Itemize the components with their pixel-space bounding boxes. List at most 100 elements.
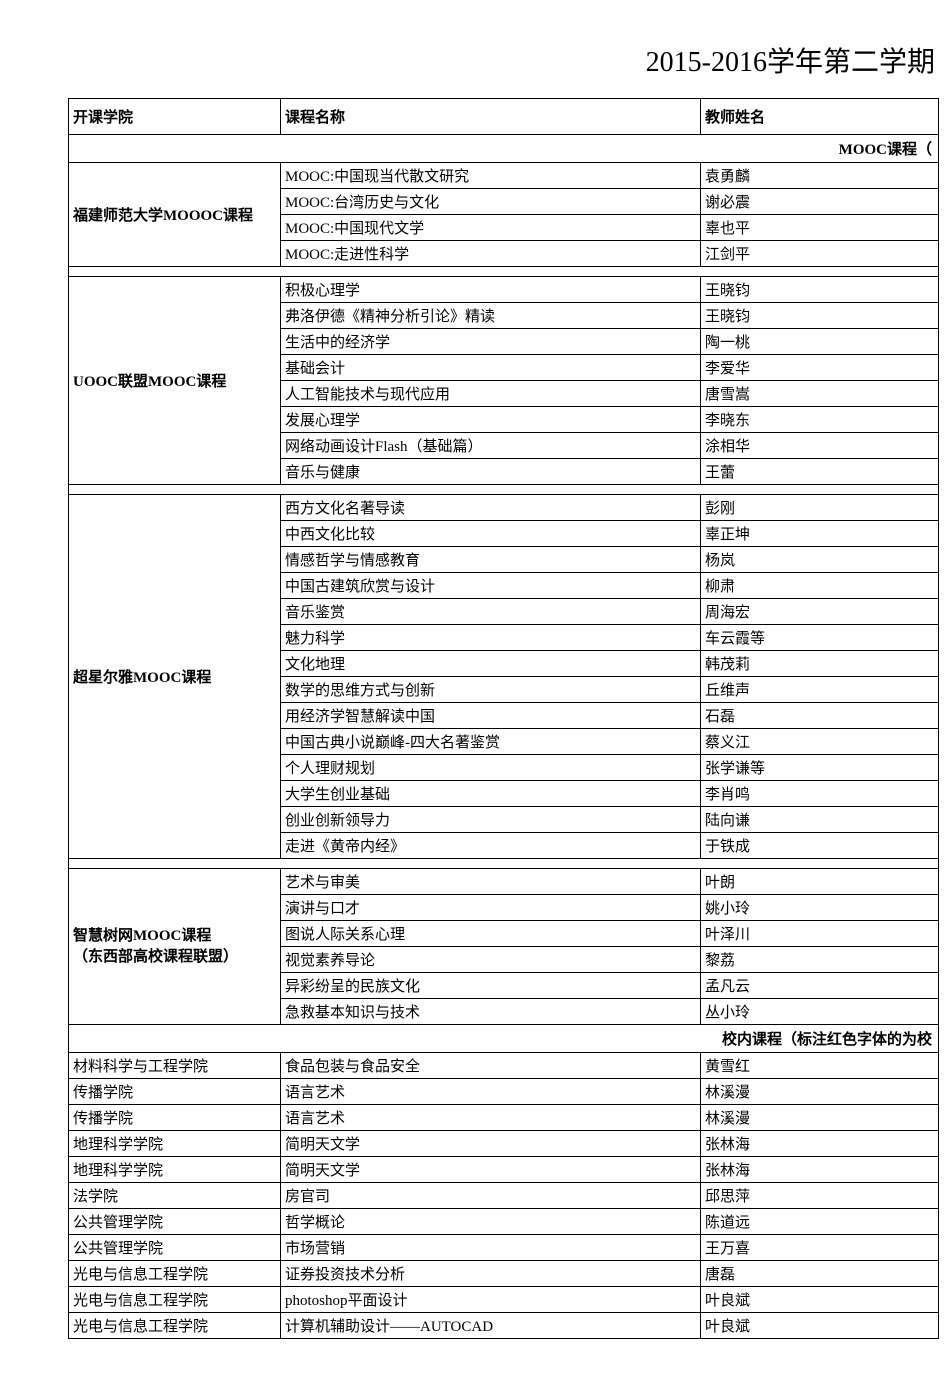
teacher-cell: 杨岚 xyxy=(701,547,939,573)
college-cell: 传播学院 xyxy=(69,1079,281,1105)
table-row: 材料科学与工程学院食品包装与食品安全黄雪红 xyxy=(69,1053,939,1079)
teacher-cell: 王晓钧 xyxy=(701,277,939,303)
teacher-cell: 黎荔 xyxy=(701,947,939,973)
teacher-cell: 叶良斌 xyxy=(701,1313,939,1339)
teacher-cell: 涂相华 xyxy=(701,433,939,459)
teacher-cell: 李爱华 xyxy=(701,355,939,381)
teacher-cell: 叶良斌 xyxy=(701,1287,939,1313)
header-teacher: 教师姓名 xyxy=(701,99,939,135)
teacher-cell: 王晓钧 xyxy=(701,303,939,329)
course-cell: 积极心理学 xyxy=(281,277,701,303)
table-row: 地理科学学院简明天文学张林海 xyxy=(69,1157,939,1183)
teacher-cell: 谢必震 xyxy=(701,189,939,215)
teacher-cell: 韩茂莉 xyxy=(701,651,939,677)
teacher-cell: 石磊 xyxy=(701,703,939,729)
course-cell: 食品包装与食品安全 xyxy=(281,1053,701,1079)
course-cell: 市场营销 xyxy=(281,1235,701,1261)
teacher-cell: 唐雪嵩 xyxy=(701,381,939,407)
teacher-cell: 林溪漫 xyxy=(701,1079,939,1105)
course-cell: 哲学概论 xyxy=(281,1209,701,1235)
teacher-cell: 李晓东 xyxy=(701,407,939,433)
course-cell: 房官司 xyxy=(281,1183,701,1209)
teacher-cell: 孟凡云 xyxy=(701,973,939,999)
teacher-cell: 叶朗 xyxy=(701,869,939,895)
table-row: 公共管理学院哲学概论陈道远 xyxy=(69,1209,939,1235)
college-cell: 光电与信息工程学院 xyxy=(69,1313,281,1339)
spacer-row xyxy=(69,267,939,277)
teacher-cell: 柳肃 xyxy=(701,573,939,599)
teacher-cell: 于铁成 xyxy=(701,833,939,859)
section-mooc-label: MOOC课程（ xyxy=(69,135,939,163)
course-cell: 创业创新领导力 xyxy=(281,807,701,833)
course-cell: 用经济学智慧解读中国 xyxy=(281,703,701,729)
course-cell: 个人理财规划 xyxy=(281,755,701,781)
course-cell: 图说人际关系心理 xyxy=(281,921,701,947)
college-cell: 公共管理学院 xyxy=(69,1209,281,1235)
college-cell: 传播学院 xyxy=(69,1105,281,1131)
teacher-cell: 陆向谦 xyxy=(701,807,939,833)
teacher-cell: 李肖鸣 xyxy=(701,781,939,807)
header-row: 开课学院 课程名称 教师姓名 xyxy=(69,99,939,135)
course-cell: 网络动画设计Flash（基础篇） xyxy=(281,433,701,459)
course-cell: 生活中的经济学 xyxy=(281,329,701,355)
table-row: UOOC联盟MOOC课程 积极心理学 王晓钧 xyxy=(69,277,939,303)
teacher-cell: 辜也平 xyxy=(701,215,939,241)
course-cell: 语言艺术 xyxy=(281,1079,701,1105)
course-cell: 中国古典小说巅峰-四大名著鉴赏 xyxy=(281,729,701,755)
course-cell: 演讲与口才 xyxy=(281,895,701,921)
teacher-cell: 邱思萍 xyxy=(701,1183,939,1209)
course-cell: 简明天文学 xyxy=(281,1131,701,1157)
group-label: 智慧树网MOOC课程（东西部高校课程联盟） xyxy=(69,869,281,1025)
table-row: 超星尔雅MOOC课程 西方文化名著导读 彭刚 xyxy=(69,495,939,521)
course-cell: 视觉素养导论 xyxy=(281,947,701,973)
college-cell: 法学院 xyxy=(69,1183,281,1209)
teacher-cell: 王万喜 xyxy=(701,1235,939,1261)
course-cell: 人工智能技术与现代应用 xyxy=(281,381,701,407)
course-cell: 发展心理学 xyxy=(281,407,701,433)
group-label: UOOC联盟MOOC课程 xyxy=(69,277,281,485)
spacer-row xyxy=(69,485,939,495)
teacher-cell: 辜正坤 xyxy=(701,521,939,547)
course-cell: photoshop平面设计 xyxy=(281,1287,701,1313)
table-row: 公共管理学院市场营销王万喜 xyxy=(69,1235,939,1261)
course-cell: MOOC:走进性科学 xyxy=(281,241,701,267)
section-campus-label: 校内课程（标注红色字体的为校 xyxy=(69,1025,939,1053)
table-row: 智慧树网MOOC课程（东西部高校课程联盟） 艺术与审美 叶朗 xyxy=(69,869,939,895)
table-row: 福建师范大学MOOOC课程 MOOC:中国现当代散文研究 袁勇麟 xyxy=(69,163,939,189)
teacher-cell: 车云霞等 xyxy=(701,625,939,651)
course-cell: 基础会计 xyxy=(281,355,701,381)
table-row: 法学院房官司邱思萍 xyxy=(69,1183,939,1209)
teacher-cell: 王蕾 xyxy=(701,459,939,485)
course-cell: 情感哲学与情感教育 xyxy=(281,547,701,573)
course-table: 开课学院 课程名称 教师姓名 MOOC课程（ 福建师范大学MOOOC课程 MOO… xyxy=(68,98,939,1339)
course-cell: 大学生创业基础 xyxy=(281,781,701,807)
table-row: 光电与信息工程学院证券投资技术分析唐磊 xyxy=(69,1261,939,1287)
course-cell: 走进《黄帝内经》 xyxy=(281,833,701,859)
college-cell: 公共管理学院 xyxy=(69,1235,281,1261)
teacher-cell: 陈道远 xyxy=(701,1209,939,1235)
course-cell: 数学的思维方式与创新 xyxy=(281,677,701,703)
teacher-cell: 张林海 xyxy=(701,1157,939,1183)
course-cell: 中国古建筑欣赏与设计 xyxy=(281,573,701,599)
teacher-cell: 蔡义江 xyxy=(701,729,939,755)
college-cell: 光电与信息工程学院 xyxy=(69,1287,281,1313)
teacher-cell: 叶泽川 xyxy=(701,921,939,947)
teacher-cell: 袁勇麟 xyxy=(701,163,939,189)
course-cell: MOOC:中国现代文学 xyxy=(281,215,701,241)
table-row: 传播学院语言艺术林溪漫 xyxy=(69,1105,939,1131)
teacher-cell: 陶一桃 xyxy=(701,329,939,355)
college-cell: 地理科学学院 xyxy=(69,1157,281,1183)
header-course: 课程名称 xyxy=(281,99,701,135)
table-row: 光电与信息工程学院photoshop平面设计叶良斌 xyxy=(69,1287,939,1313)
course-cell: 魅力科学 xyxy=(281,625,701,651)
table-row: 地理科学学院简明天文学张林海 xyxy=(69,1131,939,1157)
course-cell: 简明天文学 xyxy=(281,1157,701,1183)
college-cell: 地理科学学院 xyxy=(69,1131,281,1157)
group-label: 超星尔雅MOOC课程 xyxy=(69,495,281,859)
teacher-cell: 彭刚 xyxy=(701,495,939,521)
teacher-cell: 丘维声 xyxy=(701,677,939,703)
course-cell: 弗洛伊德《精神分析引论》精读 xyxy=(281,303,701,329)
course-cell: 异彩纷呈的民族文化 xyxy=(281,973,701,999)
course-cell: MOOC:中国现当代散文研究 xyxy=(281,163,701,189)
course-cell: MOOC:台湾历史与文化 xyxy=(281,189,701,215)
